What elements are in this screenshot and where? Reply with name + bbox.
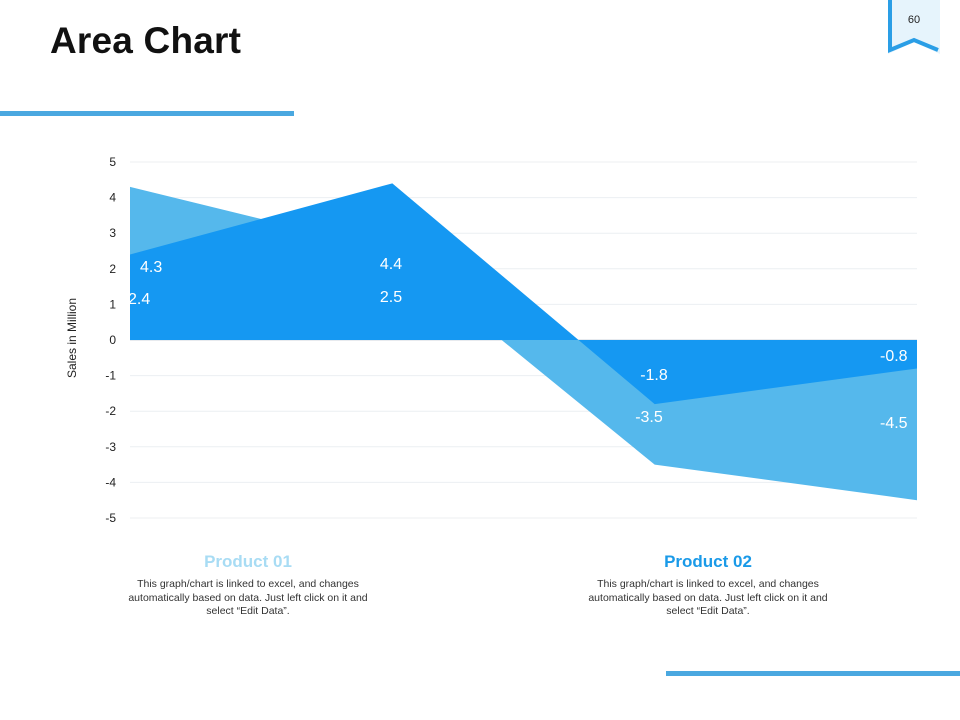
y-tick-label: -3 (105, 440, 116, 454)
page-title: Area Chart (50, 20, 242, 61)
data-label: 4.4 (380, 256, 402, 273)
y-tick-label: 3 (109, 226, 116, 240)
y-tick-label: 5 (109, 155, 116, 169)
title-underline (0, 111, 294, 116)
product-02-description: This graph/chart is linked to excel, and… (588, 578, 828, 617)
product-02-title: Product 02 (664, 552, 752, 571)
y-tick-label: 2 (109, 262, 116, 276)
product-01-block: Product 01 This graph/chart is linked to… (118, 552, 378, 619)
data-label: 2.4 (128, 291, 150, 308)
footer-accent-bar (666, 671, 960, 676)
y-tick-label: -2 (105, 404, 116, 418)
page-number-tab (888, 0, 940, 54)
data-label: -4.5 (880, 415, 908, 432)
page-number: 60 (907, 14, 921, 26)
product-02-block: Product 02 This graph/chart is linked to… (578, 552, 838, 619)
product-01-title: Product 01 (204, 552, 292, 571)
y-tick-label: 4 (109, 191, 116, 205)
data-label: -3.5 (635, 409, 663, 426)
y-tick-label: -1 (105, 369, 116, 383)
y-tick-label: -4 (105, 475, 116, 489)
data-label: 2.5 (380, 289, 402, 306)
data-label: 4.3 (140, 259, 162, 276)
chart-series (130, 183, 917, 501)
series-area-2 (130, 183, 917, 405)
data-label: -1.8 (640, 367, 668, 384)
y-axis-ticks: 5 4 3 2 1 0 -1 -2 -3 -4 -5 (105, 155, 116, 525)
product-01-description: This graph/chart is linked to excel, and… (128, 578, 368, 617)
chart-data-labels: 4.3 2.5 -3.5 -4.5 2.4 4.4 -1.8 -0.8 (128, 256, 908, 432)
y-tick-label: -5 (105, 511, 116, 525)
data-label: -0.8 (880, 348, 908, 365)
y-tick-label: 1 (109, 297, 116, 311)
y-tick-label: 0 (109, 333, 116, 347)
